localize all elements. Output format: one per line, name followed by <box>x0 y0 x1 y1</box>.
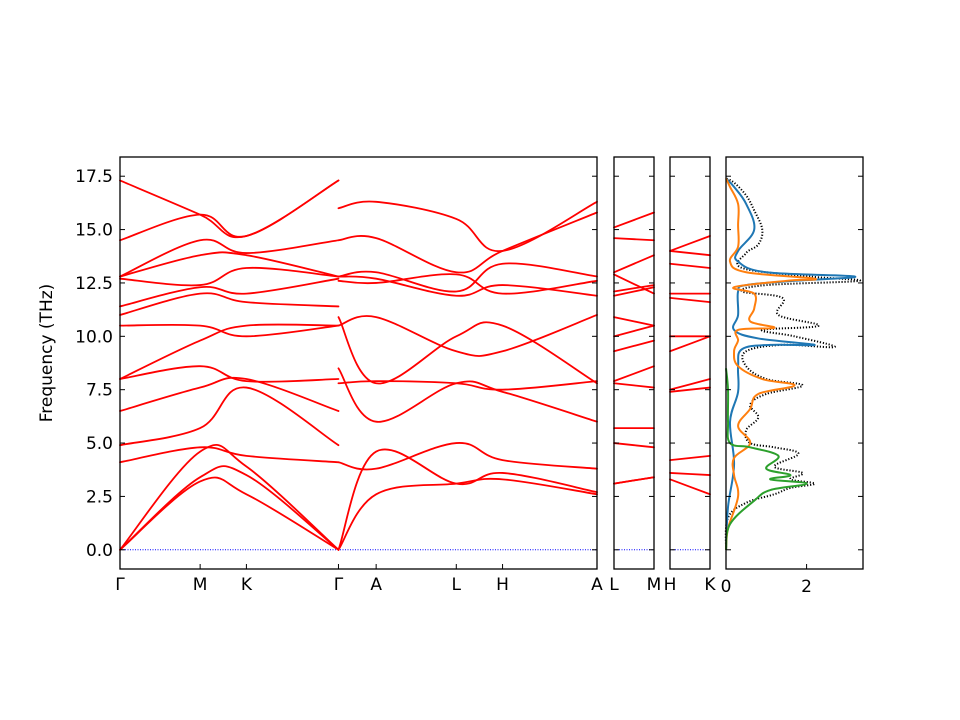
x-tick-label: Γ <box>334 575 344 595</box>
dos-curve <box>725 368 808 550</box>
y-tick-label: 5.0 <box>86 434 113 454</box>
y-tick-label: 2.5 <box>86 487 113 507</box>
x-tick-label: L <box>452 575 462 595</box>
band-panel-gamma-m-k-gamma-a-l-h-a: 0.0 2.5 5.0 7.5 10.0 12.5 15.0 17.5 Γ M K Γ A L H A <box>75 156 603 595</box>
phonon-band <box>119 238 340 278</box>
phonon-band <box>613 273 655 295</box>
phonon-band <box>613 324 655 338</box>
phonon-band <box>613 365 655 383</box>
phonon-band <box>669 250 711 257</box>
phonon-band <box>337 448 598 551</box>
y-tick-label: 10.0 <box>75 327 113 347</box>
x-tick-label: K <box>704 575 716 595</box>
phonon-band <box>119 465 340 551</box>
y-tick-label: 0.0 <box>86 541 113 561</box>
x-tick-label: H <box>496 575 509 595</box>
phonon-band <box>613 211 655 229</box>
phonon-band <box>337 200 598 252</box>
x-tick-label: A <box>370 575 382 595</box>
phonon-band <box>337 273 598 295</box>
dos-curve <box>724 177 862 550</box>
y-tick-label: 7.5 <box>86 381 113 401</box>
y-tick-label: 15.0 <box>75 221 113 241</box>
phonon-band <box>337 211 598 274</box>
phonon-band <box>119 376 340 412</box>
phonon-band <box>337 316 598 385</box>
phonon-band <box>613 254 655 274</box>
dos-curve <box>725 177 818 550</box>
phonon-band <box>613 237 655 242</box>
phonon-band <box>613 476 655 485</box>
phonon-band <box>119 443 340 551</box>
y-tick-label: 12.5 <box>75 274 113 294</box>
dos-x-tick-label: 0 <box>721 577 732 597</box>
phonon-band <box>669 296 711 304</box>
y-axis-label: Frequency (THz) <box>37 284 57 423</box>
phonon-band <box>669 378 711 391</box>
phonon-band <box>119 323 340 380</box>
dos-x-tick-label: 2 <box>801 577 812 597</box>
x-tick-label: A <box>591 575 603 595</box>
phonon-band <box>119 179 340 239</box>
phonon-band <box>337 275 598 297</box>
phonon-band <box>337 442 598 471</box>
phonon-band <box>119 179 340 242</box>
x-tick-label: H <box>664 575 677 595</box>
x-tick-label: L <box>609 575 619 595</box>
phonon-band <box>337 262 598 293</box>
phonon-band <box>613 284 655 293</box>
phonon-band <box>337 380 598 391</box>
phonon-band <box>613 442 655 449</box>
phonon-band <box>669 235 711 252</box>
phonon-band <box>613 316 655 327</box>
x-tick-label: K <box>241 575 253 595</box>
phonon-band <box>119 292 340 316</box>
phonon-band <box>669 478 711 496</box>
x-tick-label: M <box>647 575 662 595</box>
phonon-band <box>119 277 340 308</box>
phonon-band <box>613 286 655 297</box>
phonon-band <box>119 266 340 287</box>
phonon-band <box>119 476 340 551</box>
phonon-band <box>337 367 598 423</box>
phonon-band <box>119 446 340 464</box>
phonon-band <box>669 262 711 269</box>
dos-curve <box>725 177 856 550</box>
x-tick-label: M <box>193 575 208 595</box>
phonon-band <box>119 365 340 383</box>
x-tick-label: Γ <box>115 575 125 595</box>
phonon-band <box>119 323 340 338</box>
phonon-band <box>337 314 598 357</box>
phonon-band <box>669 472 711 476</box>
phonon-band <box>613 382 655 389</box>
y-tick-label: 17.5 <box>75 167 113 187</box>
phonon-band <box>613 339 655 353</box>
phonon-band <box>337 477 598 551</box>
phonon-band <box>669 454 711 462</box>
phonon-band <box>669 335 711 353</box>
phonon-band <box>119 386 340 447</box>
phonon-band <box>669 386 711 393</box>
phonon-band <box>119 251 340 278</box>
